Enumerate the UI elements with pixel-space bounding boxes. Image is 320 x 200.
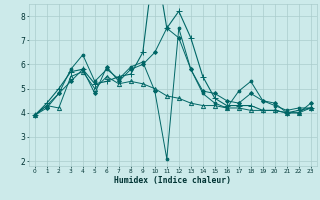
X-axis label: Humidex (Indice chaleur): Humidex (Indice chaleur) bbox=[114, 176, 231, 185]
